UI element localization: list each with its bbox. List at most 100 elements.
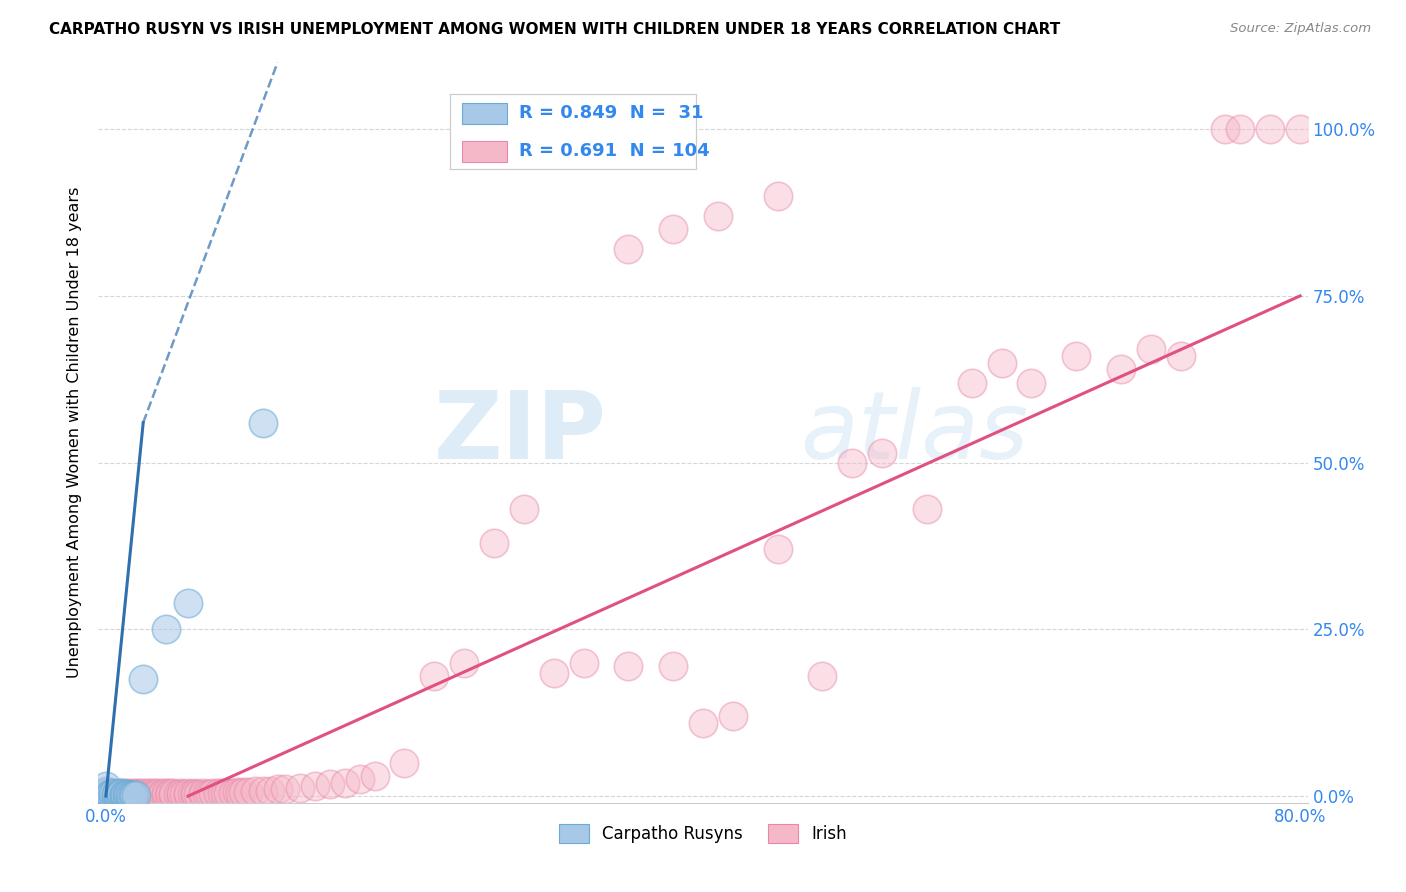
Text: R = 0.691  N = 104: R = 0.691 N = 104 bbox=[519, 143, 710, 161]
Point bbox=[200, 787, 222, 801]
Point bbox=[482, 535, 505, 549]
Point bbox=[841, 456, 863, 470]
Point bbox=[513, 502, 536, 516]
Point bbox=[692, 715, 714, 730]
Point bbox=[121, 788, 143, 802]
Point bbox=[136, 787, 159, 801]
Point bbox=[1109, 362, 1132, 376]
Point bbox=[128, 788, 150, 802]
Point bbox=[173, 787, 195, 801]
Point bbox=[214, 787, 236, 801]
Legend: Carpatho Rusyns, Irish: Carpatho Rusyns, Irish bbox=[553, 817, 853, 850]
Point bbox=[217, 786, 239, 800]
Point bbox=[110, 787, 132, 801]
Point bbox=[184, 786, 207, 800]
Point bbox=[394, 756, 416, 770]
Point bbox=[1064, 349, 1087, 363]
Point bbox=[177, 788, 200, 802]
Point bbox=[915, 502, 938, 516]
Point bbox=[142, 788, 165, 802]
Point bbox=[146, 788, 169, 802]
Point bbox=[112, 787, 135, 801]
Point bbox=[108, 789, 131, 803]
Point bbox=[222, 786, 245, 800]
Point bbox=[572, 656, 595, 670]
Point bbox=[232, 785, 254, 799]
Point bbox=[252, 416, 274, 430]
Point bbox=[110, 786, 132, 800]
Point bbox=[721, 709, 744, 723]
Point bbox=[155, 788, 177, 802]
Point bbox=[117, 789, 139, 803]
Point bbox=[98, 787, 121, 801]
Point bbox=[453, 656, 475, 670]
Point bbox=[129, 787, 152, 801]
Point bbox=[243, 784, 266, 798]
Point bbox=[155, 787, 177, 801]
Point bbox=[114, 787, 136, 801]
Point bbox=[94, 788, 117, 802]
Point bbox=[118, 788, 141, 802]
Point bbox=[226, 785, 249, 799]
Point bbox=[617, 242, 640, 256]
Point bbox=[333, 776, 356, 790]
Point bbox=[94, 789, 117, 804]
Point bbox=[266, 782, 288, 797]
Point bbox=[94, 779, 117, 793]
Point bbox=[811, 669, 834, 683]
Point bbox=[617, 659, 640, 673]
Point bbox=[110, 789, 132, 803]
Point bbox=[139, 788, 162, 802]
Point bbox=[110, 787, 132, 801]
Point bbox=[960, 376, 983, 390]
Point bbox=[229, 786, 252, 800]
Point bbox=[157, 788, 180, 802]
Point bbox=[105, 789, 128, 803]
Point bbox=[259, 784, 281, 798]
Point bbox=[155, 623, 177, 637]
Point bbox=[98, 787, 121, 801]
Point bbox=[132, 787, 155, 801]
Point bbox=[115, 788, 138, 802]
Point bbox=[103, 787, 125, 801]
Point bbox=[132, 788, 155, 802]
Point bbox=[159, 787, 181, 801]
Point bbox=[177, 596, 200, 610]
Point bbox=[207, 787, 229, 801]
Point bbox=[184, 788, 207, 802]
Point bbox=[169, 788, 191, 802]
Point bbox=[423, 669, 446, 683]
Point bbox=[103, 787, 125, 801]
FancyBboxPatch shape bbox=[463, 141, 506, 161]
Point bbox=[125, 788, 148, 802]
Point bbox=[94, 786, 117, 800]
Y-axis label: Unemployment Among Women with Children Under 18 years: Unemployment Among Women with Children U… bbox=[67, 187, 83, 678]
Text: R = 0.849  N =  31: R = 0.849 N = 31 bbox=[519, 104, 703, 122]
Point bbox=[252, 784, 274, 798]
Point bbox=[114, 788, 136, 802]
Point bbox=[766, 542, 789, 557]
Point bbox=[1215, 122, 1237, 136]
Point bbox=[105, 787, 128, 801]
Point bbox=[162, 788, 184, 802]
Point bbox=[121, 787, 143, 801]
Point bbox=[662, 222, 685, 236]
Point bbox=[117, 788, 139, 802]
Point bbox=[112, 789, 135, 803]
Point bbox=[1289, 122, 1312, 136]
Point bbox=[120, 788, 142, 802]
Point bbox=[132, 673, 155, 687]
Point bbox=[122, 788, 145, 802]
Point bbox=[766, 189, 789, 203]
Point bbox=[152, 787, 174, 801]
Point bbox=[990, 355, 1012, 369]
Point bbox=[236, 785, 259, 799]
Point bbox=[1258, 122, 1281, 136]
Point bbox=[103, 789, 125, 803]
Point bbox=[211, 787, 233, 801]
Point bbox=[169, 787, 191, 801]
Point bbox=[202, 786, 225, 800]
Point bbox=[150, 788, 173, 802]
Point bbox=[94, 788, 117, 802]
Point bbox=[274, 782, 297, 797]
